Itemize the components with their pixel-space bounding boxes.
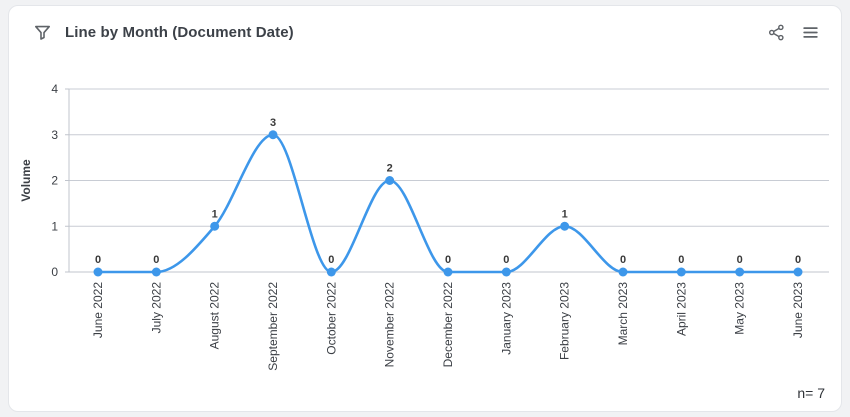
value-label: 0 (678, 254, 684, 266)
data-point-June 2022[interactable] (93, 267, 103, 277)
data-point-September 2022[interactable] (268, 130, 278, 140)
data-point-April 2023[interactable] (676, 267, 686, 277)
xtick-label: October 2022 (324, 282, 338, 355)
xtick-label: December 2022 (441, 282, 455, 368)
data-point-December 2022[interactable] (443, 267, 453, 277)
value-label: 0 (737, 254, 743, 266)
value-label: 0 (445, 254, 451, 266)
xtick-label: January 2023 (499, 282, 513, 355)
xtick-label: August 2022 (208, 282, 222, 350)
value-label: 2 (387, 163, 393, 175)
ytick-label: 4 (51, 82, 58, 96)
chart-card: Line by Month (Document Date) (8, 5, 842, 412)
xtick-label: May 2023 (733, 282, 747, 335)
filter-icon[interactable] (29, 19, 55, 45)
value-label: 0 (153, 254, 159, 266)
xtick-label: November 2022 (383, 282, 397, 368)
data-point-February 2023[interactable] (560, 221, 570, 231)
data-point-March 2023[interactable] (618, 267, 628, 277)
value-label: 3 (270, 117, 276, 129)
data-point-July 2022[interactable] (151, 267, 161, 277)
value-label: 0 (795, 254, 801, 266)
data-point-May 2023[interactable] (735, 267, 745, 277)
data-point-November 2022[interactable] (385, 176, 395, 185)
chart-title: Line by Month (Document Date) (65, 23, 294, 41)
value-label: 0 (95, 254, 101, 266)
menu-icon[interactable] (797, 19, 823, 45)
header-actions (763, 19, 823, 45)
data-point-October 2022[interactable] (326, 267, 336, 277)
xtick-label: March 2023 (616, 282, 630, 346)
xtick-label: June 2022 (91, 282, 105, 338)
line-chart: 0 1 2 3 4 Volume 0 0 1 3 0 2 0 0 1 0 0 0 0 June 2022 July 20… (19, 82, 829, 371)
xtick-label: July 2022 (149, 282, 163, 334)
value-label: 0 (328, 254, 334, 266)
ytick-label: 2 (51, 174, 58, 188)
xtick-label: September 2022 (266, 282, 280, 371)
share-icon[interactable] (763, 19, 789, 45)
xtick-label: June 2023 (791, 282, 805, 338)
xtick-label: February 2023 (558, 282, 572, 360)
xtick-label: April 2023 (674, 282, 688, 336)
data-point-January 2023[interactable] (501, 267, 511, 277)
y-axis-title: Volume (19, 159, 33, 202)
value-label: 0 (620, 254, 626, 266)
data-point-August 2022[interactable] (210, 221, 220, 231)
value-label: 1 (212, 208, 218, 220)
data-point-June 2023[interactable] (793, 267, 803, 277)
ytick-label: 3 (51, 128, 58, 142)
chart-header: Line by Month (Document Date) (9, 6, 841, 58)
line-series (96, 133, 800, 274)
ytick-label: 0 (51, 265, 58, 279)
sample-size-label: n= 7 (797, 385, 825, 401)
ytick-label: 1 (51, 219, 58, 233)
value-label: 1 (562, 208, 568, 220)
value-label: 0 (503, 254, 509, 266)
